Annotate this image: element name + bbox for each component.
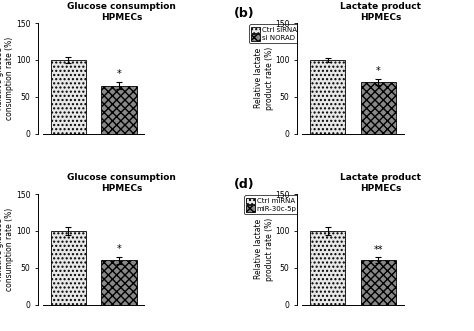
Title: Glucose consumption
HPMECs: Glucose consumption HPMECs [67,2,176,23]
Bar [101,260,137,305]
Y-axis label: Relative lactate
product rate (%): Relative lactate product rate (%) [254,218,273,281]
Text: **: ** [374,245,383,255]
Text: (d): (d) [234,178,254,191]
Title: Lactate product
HPMECs: Lactate product HPMECs [340,2,421,23]
Bar [51,231,86,305]
Text: (b): (b) [234,7,254,20]
Bar [361,260,396,305]
Y-axis label: Relative glucose
consumption rate (%): Relative glucose consumption rate (%) [0,37,14,120]
Text: *: * [376,66,381,76]
Legend: Ctrl siRNA, si NORAD: Ctrl siRNA, si NORAD [249,24,299,43]
Title: Glucose consumption
HPMECs: Glucose consumption HPMECs [67,173,176,193]
Bar [310,60,346,133]
Bar [310,231,346,305]
Bar [361,82,396,133]
Y-axis label: Relative lactate
product rate (%): Relative lactate product rate (%) [254,47,273,110]
Legend: Ctrl miRNA, miR-30c-5p: Ctrl miRNA, miR-30c-5p [244,195,299,214]
Text: *: * [117,69,121,79]
Title: Lactate product
HPMECs: Lactate product HPMECs [340,173,421,193]
Bar [51,60,86,133]
Y-axis label: Relative glucose
consumption rate (%): Relative glucose consumption rate (%) [0,208,14,291]
Text: *: * [117,244,121,254]
Bar [101,86,137,133]
